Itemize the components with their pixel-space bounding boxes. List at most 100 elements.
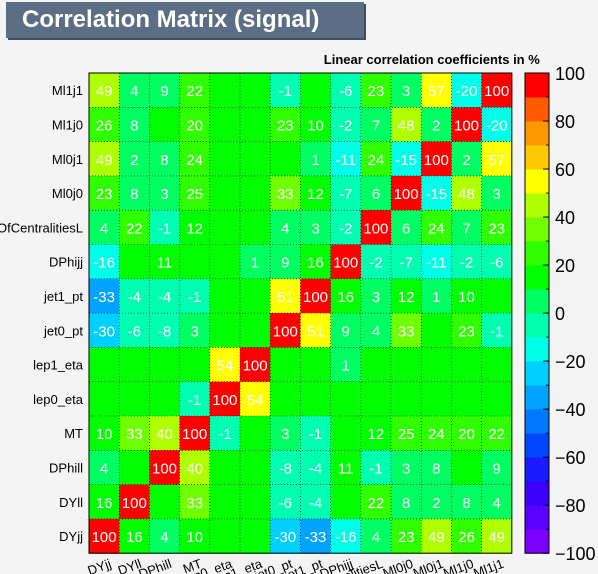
heatmap-cell (240, 347, 271, 383)
heatmap-cell (300, 175, 332, 211)
heatmap-cell (360, 518, 392, 554)
cell-value-label: -6 (339, 83, 352, 100)
heatmap-cell (451, 484, 483, 520)
cell-value-label: -30 (274, 529, 296, 546)
cell-value-label: 57 (488, 152, 505, 169)
heatmap-cell (179, 381, 211, 417)
heatmap-cell (330, 518, 362, 554)
cell-value-label: -20 (486, 117, 508, 134)
cell-value-label: -11 (426, 255, 447, 272)
cell-value-label: 3 (311, 220, 319, 237)
column-label: Ml0j0 (381, 556, 415, 574)
column-label: DPhill (136, 556, 173, 574)
colorbar-bin (525, 169, 549, 194)
cell-value-label: 4 (372, 323, 380, 340)
heatmap-cell (89, 313, 120, 348)
cell-value-label: 1 (251, 255, 259, 272)
heatmap-cell (330, 450, 362, 486)
cell-value-label: 49 (488, 529, 505, 546)
heatmap-cell (481, 141, 513, 177)
heatmap-cell (240, 450, 271, 486)
cell-value-label: 48 (398, 117, 415, 134)
heatmap-cell (209, 73, 241, 108)
heatmap-cell (421, 210, 452, 245)
heatmap-cell (240, 484, 271, 520)
cell-value-label: -15 (425, 186, 447, 203)
cell-value-label: 6 (402, 220, 410, 237)
cell-value-label: 2 (130, 152, 138, 169)
heatmap-cell (391, 141, 422, 177)
cell-value-label: 3 (402, 460, 410, 477)
cell-value-label: 54 (247, 392, 264, 409)
heatmap-cell (300, 381, 332, 417)
heatmap-cell (179, 175, 211, 211)
heatmap-cell (179, 210, 211, 245)
heatmap-cell (270, 347, 301, 383)
cell-value-label: 7 (462, 220, 470, 237)
heatmap-cell (360, 381, 392, 417)
heatmap-cell (421, 73, 452, 108)
cell-value-label: 9 (342, 323, 350, 340)
cell-value-label: -2 (339, 220, 352, 237)
heatmap-cell (209, 381, 241, 417)
cell-value-label: 23 (398, 529, 415, 546)
heatmap-cell (209, 416, 241, 451)
cell-value-label: 48 (458, 186, 475, 203)
cell-value-label: 24 (428, 220, 445, 237)
heatmap-cell (300, 210, 332, 245)
heatmap-cell (300, 141, 332, 177)
row-label: jet0_pt (43, 323, 83, 338)
heatmap-cell (421, 313, 452, 348)
heatmap-cell (451, 175, 483, 211)
heatmap-cell (451, 313, 483, 348)
colorbar-tick-label: −20 (555, 352, 586, 372)
row-label: Ml1j1 (52, 83, 83, 98)
heatmap-cell (451, 210, 483, 245)
cell-value-label: -4 (309, 495, 322, 512)
cell-value-label: -1 (369, 460, 382, 477)
cell-value-label: -16 (93, 255, 115, 272)
cell-value-label: 1 (342, 358, 350, 375)
cell-value-label: 9 (493, 460, 501, 477)
heatmap-cell (119, 141, 150, 177)
heatmap-cell (270, 107, 301, 143)
cell-value-label: 100 (333, 255, 358, 272)
cell-value-label: 25 (398, 426, 415, 443)
heatmap-cell (270, 484, 301, 520)
heatmap-cell (270, 381, 301, 417)
cell-value-label: 10 (96, 426, 113, 443)
heatmap-cell (149, 313, 181, 348)
heatmap-cell (119, 313, 150, 348)
heatmap-cell (330, 244, 362, 280)
heatmap-cell (330, 175, 362, 211)
row-label: lep1_eta (33, 358, 84, 373)
chart-title: Correlation Matrix (signal) (22, 6, 320, 33)
cell-value-label: 100 (454, 117, 479, 134)
colorbar-bin (525, 337, 549, 362)
cell-value-label: 51 (307, 323, 324, 340)
heatmap-cell (330, 141, 362, 177)
heatmap-cell (421, 381, 452, 417)
cell-value-label: 1 (432, 289, 440, 306)
heatmap-cell (270, 416, 301, 451)
cell-value-label: 3 (281, 426, 289, 443)
heatmap-cell (270, 450, 301, 486)
colorbar-bin (525, 97, 549, 122)
heatmap-cell (209, 278, 241, 314)
cell-value-label: -33 (93, 289, 115, 306)
heatmap-cell (119, 278, 150, 314)
colorbar-bin (525, 529, 549, 554)
cell-value-label: 10 (186, 529, 203, 546)
cell-value-label: 100 (394, 186, 419, 203)
heatmap-cell (149, 175, 181, 211)
heatmap-cell (89, 484, 120, 520)
heatmap-cell (300, 107, 332, 143)
cell-value-label: 11 (338, 460, 354, 477)
heatmap-cell (360, 107, 392, 143)
row-label: lep0_eta (33, 392, 84, 407)
heatmap-cell (360, 416, 392, 451)
cell-value-label: 49 (96, 152, 113, 169)
heatmap-cell (240, 381, 271, 417)
heatmap-cell (209, 107, 241, 143)
heatmap-cell (209, 347, 241, 383)
